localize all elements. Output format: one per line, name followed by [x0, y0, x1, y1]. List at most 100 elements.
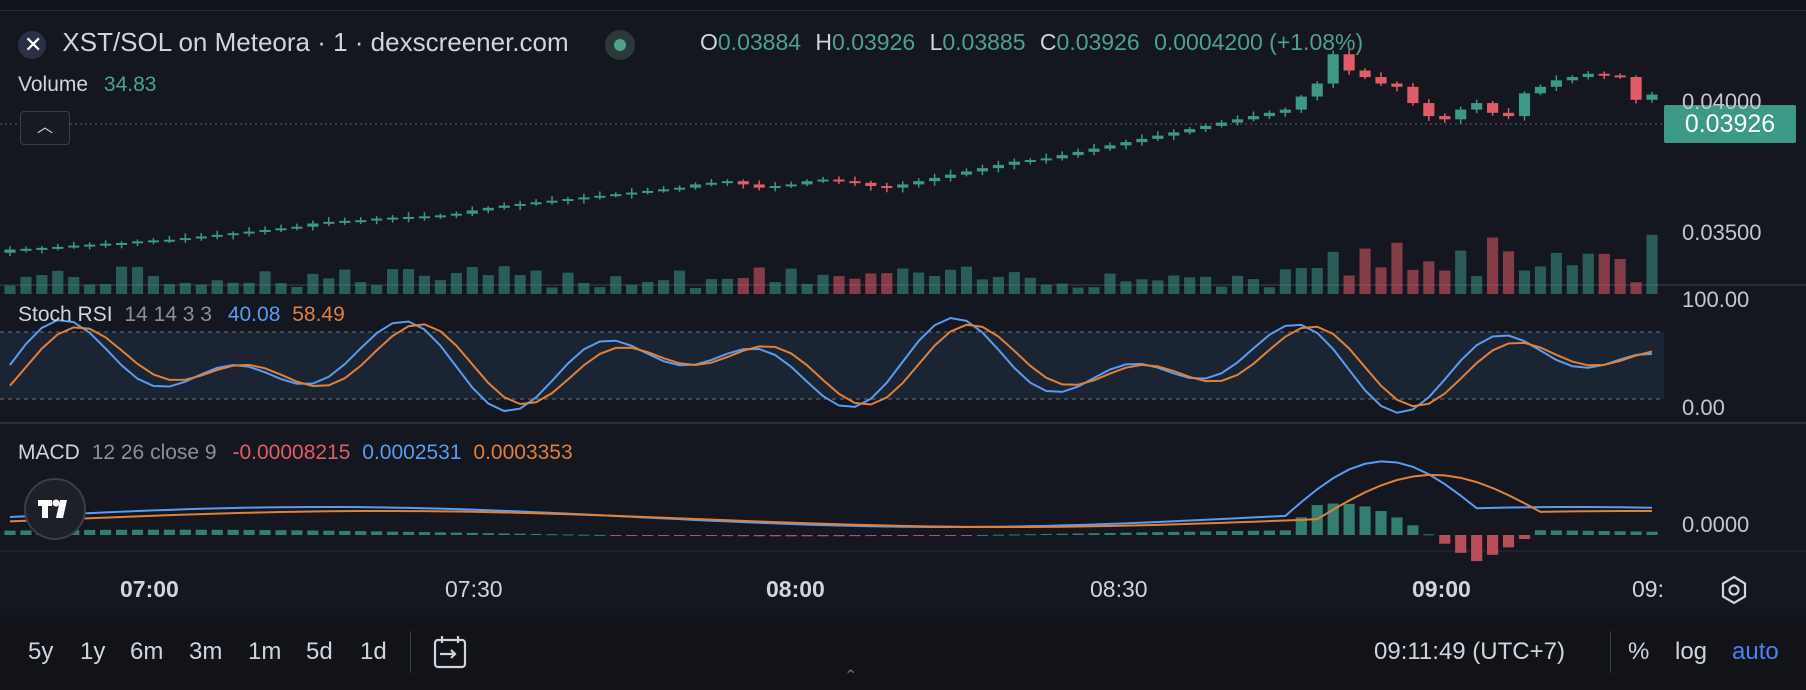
macd-histogram-bar	[705, 535, 718, 537]
macd-histogram-bar	[418, 532, 431, 535]
macd-histogram-bar	[1359, 506, 1371, 535]
stoch-rsi-k-value: 40.08	[227, 303, 281, 326]
timeframe-5y[interactable]: 5y	[28, 638, 54, 665]
volume-bar	[865, 273, 877, 294]
candle-body	[1231, 119, 1244, 123]
volume-bar	[1152, 280, 1164, 294]
candle-body	[291, 226, 303, 229]
candle-body	[1598, 73, 1610, 76]
candle-body	[1279, 109, 1291, 113]
volume-bar	[801, 283, 813, 294]
candle-body	[817, 179, 829, 182]
time-label-0800: 08:00	[766, 576, 825, 602]
timeframe-3m[interactable]: 3m	[189, 638, 223, 665]
volume-bar	[1231, 275, 1244, 294]
log-toggle[interactable]: log	[1675, 638, 1708, 665]
change-value: 0.0004200 (+1.08%)	[1154, 29, 1364, 55]
volume-bar	[1120, 281, 1132, 294]
low-label: L	[929, 29, 943, 55]
candle-body	[147, 240, 160, 243]
volume-bar	[100, 284, 112, 294]
auto-toggle[interactable]: auto	[1732, 638, 1779, 665]
candle-body	[642, 190, 654, 193]
chart-settings-icon[interactable]	[1718, 574, 1750, 606]
macd-histogram-bar	[801, 535, 813, 537]
chart-area[interactable]	[0, 10, 1806, 615]
candle-body	[211, 234, 223, 237]
candle-body	[131, 241, 144, 244]
volume-bar	[1008, 272, 1020, 294]
volume-bar	[737, 278, 749, 294]
macd-histogram-bar	[147, 529, 160, 535]
macd-histogram-bar	[769, 535, 781, 537]
candle-body	[1008, 161, 1020, 165]
volume-bar	[1375, 267, 1387, 294]
candle-body	[546, 200, 558, 203]
candle-body	[323, 221, 335, 224]
timeframe-6m[interactable]: 6m	[130, 638, 164, 665]
volume-bar	[1502, 251, 1515, 294]
candle-body	[944, 174, 957, 178]
collapse-legend-button[interactable]: ︿	[20, 111, 70, 145]
macd-histogram-bar	[498, 533, 510, 535]
macd-params: 12 26 close 9	[91, 441, 217, 464]
macd-histogram-bar	[1295, 517, 1307, 535]
timeframe-5d[interactable]: 5d	[306, 638, 333, 665]
divider	[410, 631, 411, 673]
macd-histogram-bar	[578, 534, 590, 536]
macd-histogram-bar	[243, 529, 255, 535]
macd-histogram-bar	[1072, 533, 1084, 535]
candle-body	[418, 216, 431, 219]
percent-toggle[interactable]: %	[1628, 638, 1650, 665]
volume-bar	[211, 280, 223, 294]
volume-bar	[68, 277, 80, 294]
tradingview-logo-icon[interactable]	[24, 478, 86, 540]
go-to-date-icon[interactable]	[430, 633, 470, 673]
timeframe-1m[interactable]: 1m	[248, 638, 282, 665]
volume-bar	[1247, 279, 1260, 294]
volume-bar	[163, 284, 175, 294]
candle-body	[1487, 103, 1499, 113]
volume-bar	[1104, 273, 1116, 294]
status-dot-icon	[605, 29, 636, 60]
candle-body	[1056, 155, 1068, 159]
candle-body	[371, 218, 383, 221]
scroll-up-icon[interactable]: ⌃	[844, 668, 858, 685]
close-icon[interactable]: ✕	[18, 30, 46, 59]
chart-canvas[interactable]	[0, 11, 1806, 615]
candle-body	[1582, 73, 1594, 78]
candle-body	[52, 246, 64, 249]
volume-bar	[115, 266, 128, 294]
macd-histogram-bar	[227, 529, 239, 535]
macd-line	[9, 460, 1653, 528]
timeframe-1d[interactable]: 1d	[360, 638, 387, 665]
macd-histogram-bar	[1247, 530, 1260, 535]
candle-body	[1040, 158, 1052, 161]
candle-body	[1168, 132, 1180, 136]
volume-bar	[1295, 268, 1307, 294]
candle-body	[562, 199, 574, 202]
candle-body	[626, 192, 638, 195]
volume-bar	[1566, 265, 1578, 294]
macd-histogram-bar	[1168, 531, 1180, 535]
volume-bar	[1391, 242, 1403, 294]
volume-bar	[243, 282, 255, 294]
candle-body	[434, 215, 446, 218]
clock-timezone[interactable]: 09:11:49 (UTC+7)	[1374, 638, 1565, 665]
timeframe-1y[interactable]: 1y	[80, 638, 106, 665]
volume-bar	[546, 287, 558, 294]
volume-bar	[1646, 234, 1658, 294]
macd-histogram-bar	[371, 531, 383, 535]
macd-histogram-bar	[913, 535, 925, 536]
candle-body	[84, 244, 96, 247]
macd-histogram-bar	[434, 532, 446, 535]
macd-histogram-bar	[163, 529, 175, 535]
candle-body	[1216, 122, 1228, 126]
macd-histogram-bar	[100, 529, 112, 535]
macd-histogram-bar	[1598, 531, 1610, 535]
time-label-0700: 07:00	[120, 576, 179, 602]
ohlc-legend: O0.03884 H0.03926 L0.03885 C0.03926 0.00…	[700, 29, 1363, 56]
macd-histogram-bar	[833, 535, 845, 537]
time-label-0930: 09:	[1632, 576, 1664, 602]
volume-bar	[913, 272, 925, 294]
